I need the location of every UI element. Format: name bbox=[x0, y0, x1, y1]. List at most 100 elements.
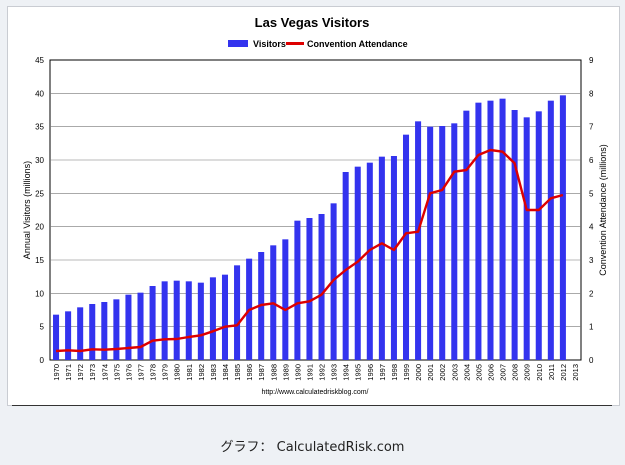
visitors-bar bbox=[415, 121, 422, 360]
chart-title: Las Vegas Visitors bbox=[255, 15, 370, 30]
x-tick-label: 1989 bbox=[281, 364, 290, 381]
x-tick-label: 1997 bbox=[378, 364, 387, 381]
y-tick-label: 20 bbox=[35, 223, 44, 232]
divider-line bbox=[12, 405, 612, 406]
visitors-bar bbox=[547, 100, 554, 361]
y2-tick-label: 2 bbox=[589, 289, 594, 298]
x-tick-label: 1972 bbox=[76, 364, 85, 381]
x-tick-label: 2009 bbox=[523, 364, 532, 381]
y2-tick-label: 6 bbox=[589, 156, 594, 165]
y-tick-label: 45 bbox=[35, 56, 44, 65]
x-tick-label: 1987 bbox=[257, 364, 266, 381]
visitors-bar bbox=[354, 166, 361, 360]
y2-tick-label: 8 bbox=[589, 89, 594, 98]
y-axis-label: Annual Visitors (millions) bbox=[22, 161, 32, 259]
visitors-bar bbox=[378, 156, 385, 360]
x-tick-label: 1970 bbox=[52, 364, 61, 381]
visitors-bar bbox=[209, 277, 216, 360]
visitors-bar bbox=[65, 311, 72, 360]
x-tick-label: 2010 bbox=[535, 364, 544, 381]
x-tick-label: 1981 bbox=[185, 364, 194, 381]
x-tick-label: 1974 bbox=[100, 364, 109, 381]
legend-swatch-visitors bbox=[228, 40, 248, 47]
visitors-bar bbox=[149, 286, 156, 360]
y-tick-label: 15 bbox=[35, 256, 44, 265]
visitors-bar bbox=[463, 110, 470, 361]
x-tick-label: 2006 bbox=[486, 364, 495, 381]
visitors-bar bbox=[89, 304, 96, 360]
y-axis-ticks: 0 5 10 15 20 25 30 35 40 45 bbox=[35, 56, 44, 365]
x-tick-label: 1973 bbox=[88, 364, 97, 381]
x-tick-label: 1993 bbox=[330, 364, 339, 381]
y2-axis-label: Convention Attendance (millions) bbox=[598, 144, 608, 276]
y-tick-label: 35 bbox=[35, 123, 44, 132]
x-tick-label: 1996 bbox=[366, 364, 375, 381]
x-tick-label: 1990 bbox=[293, 364, 302, 381]
y-tick-label: 25 bbox=[35, 189, 44, 198]
x-tick-label: 1994 bbox=[342, 364, 351, 381]
x-tick-label: 2004 bbox=[462, 364, 471, 381]
x-tick-label: 1980 bbox=[173, 364, 182, 381]
visitors-bar bbox=[197, 282, 204, 360]
y-tick-label: 5 bbox=[40, 323, 45, 332]
x-tick-label: 2003 bbox=[450, 364, 459, 381]
visitors-bar bbox=[221, 274, 229, 360]
x-tick-label: 2013 bbox=[571, 364, 580, 381]
x-tick-label: 2011 bbox=[547, 364, 556, 380]
x-tick-label: 1971 bbox=[64, 364, 73, 381]
x-tick-label: 1988 bbox=[269, 364, 278, 381]
las-vegas-visitors-chart: Las Vegas Visitors Visitors Convention A… bbox=[22, 15, 608, 396]
visitors-bar bbox=[125, 294, 132, 360]
visitors-bar bbox=[511, 110, 518, 360]
x-tick-label: 1979 bbox=[161, 364, 170, 381]
x-tick-label: 1976 bbox=[124, 364, 133, 381]
visitors-bar bbox=[402, 134, 410, 360]
visitors-bar bbox=[294, 220, 301, 360]
x-tick-label: 1995 bbox=[354, 364, 363, 381]
visitors-bar bbox=[523, 117, 530, 360]
y2-axis-ticks: 0 1 2 3 4 5 6 7 8 9 bbox=[589, 56, 594, 365]
visitors-bar bbox=[173, 280, 180, 360]
y2-tick-label: 9 bbox=[589, 56, 594, 65]
legend: Visitors Convention Attendance bbox=[228, 39, 408, 49]
y2-tick-label: 7 bbox=[589, 123, 594, 132]
legend-label-convention: Convention Attendance bbox=[307, 39, 408, 49]
source-url: http://www.calculatedriskblog.com/ bbox=[262, 389, 369, 396]
x-tick-label: 1984 bbox=[221, 364, 230, 381]
x-tick-label: 2008 bbox=[511, 364, 520, 381]
legend-label-visitors: Visitors bbox=[253, 39, 286, 49]
y-tick-label: 30 bbox=[35, 156, 44, 165]
x-tick-label: 2001 bbox=[426, 364, 435, 381]
visitors-bar bbox=[439, 126, 446, 360]
visitors-bar bbox=[366, 162, 373, 360]
visitors-bar bbox=[342, 172, 349, 360]
visitors-bar bbox=[318, 214, 325, 360]
visitors-bar bbox=[451, 123, 458, 360]
visitors-bar bbox=[77, 307, 84, 360]
visitors-bar bbox=[487, 100, 494, 361]
visitors-bar bbox=[137, 292, 144, 360]
x-tick-label: 1978 bbox=[149, 364, 158, 381]
visitors-bar bbox=[427, 126, 434, 361]
visitors-bar bbox=[53, 314, 60, 360]
visitors-bar bbox=[499, 98, 506, 361]
visitors-bar bbox=[185, 281, 192, 360]
visitors-bar bbox=[282, 239, 289, 360]
x-tick-label: 2007 bbox=[499, 364, 508, 381]
x-tick-label: 1998 bbox=[390, 364, 399, 381]
x-tick-label: 1986 bbox=[245, 364, 254, 381]
visitors-bar bbox=[161, 281, 168, 360]
y2-tick-label: 0 bbox=[589, 356, 594, 365]
x-tick-label: 1983 bbox=[209, 364, 218, 381]
x-tick-label: 1992 bbox=[318, 364, 327, 381]
visitors-bar bbox=[113, 299, 120, 360]
y2-tick-label: 5 bbox=[589, 189, 594, 198]
x-tick-label: 2000 bbox=[414, 364, 423, 381]
x-tick-label: 1977 bbox=[137, 364, 146, 381]
visitors-bar bbox=[234, 265, 241, 360]
x-tick-label: 1975 bbox=[112, 364, 121, 381]
y2-tick-label: 3 bbox=[589, 256, 594, 265]
x-tick-label: 1985 bbox=[233, 364, 242, 381]
visitors-bar bbox=[535, 111, 542, 360]
y2-tick-label: 1 bbox=[589, 323, 594, 332]
